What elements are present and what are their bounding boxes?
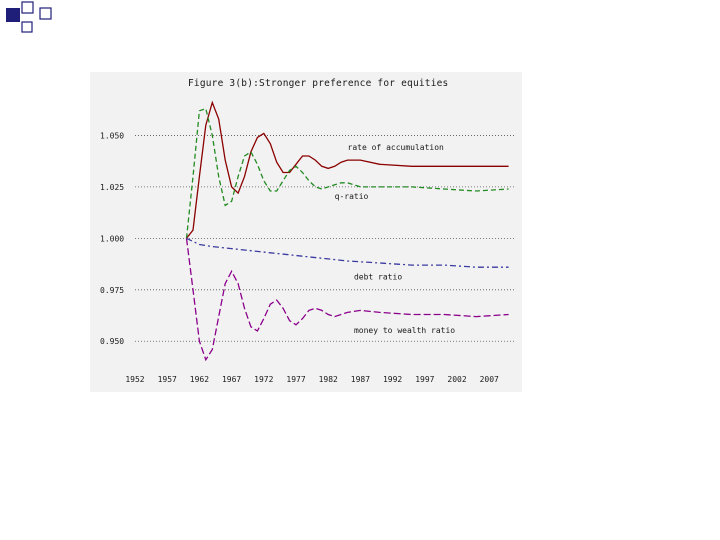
x-tick-label-9: 1997 (415, 375, 434, 384)
x-tick-label-6: 1982 (319, 375, 338, 384)
y-tick-label-1: 1.025 (100, 183, 124, 192)
chart-title: Figure 3(b):Stronger preference for equi… (188, 78, 449, 89)
x-tick-label-10: 2002 (447, 375, 466, 384)
chart-panel: 1.050 1.025 1.000 0.975 0.950 1952 1957 1962 196… (90, 72, 522, 392)
x-tick-label-1: 1957 (158, 375, 177, 384)
series-label-3: money to wealth ratio (354, 326, 455, 335)
series-line-3 (185, 238, 509, 362)
chart-plot: 1.050 1.025 1.000 0.975 0.950 1952 1957 1962 196… (100, 100, 515, 384)
series-label-2: debt ratio (354, 273, 402, 282)
series-label-0: rate of accumulation (348, 143, 445, 152)
y-tick-label-0: 1.050 (100, 131, 124, 140)
x-tick-label-7: 1987 (351, 375, 370, 384)
x-tick-label-4: 1972 (254, 375, 273, 384)
y-tick-label-4: 0.950 (100, 337, 124, 346)
x-tick-label-2: 1962 (190, 375, 209, 384)
y-tick-label-2: 1.000 (100, 234, 124, 243)
corner-square-light-1 (21, 1, 34, 14)
corner-square-dark-1 (6, 8, 20, 22)
corner-square-light-2 (21, 21, 33, 33)
y-tick-label-3: 0.975 (100, 286, 124, 295)
x-tick-label-11: 2007 (480, 375, 499, 384)
x-tick-label-5: 1977 (286, 375, 305, 384)
corner-square-light-3 (39, 7, 52, 20)
slide-corner-decoration (6, 1, 52, 33)
x-tick-label-0: 1952 (125, 375, 144, 384)
series-line-1 (185, 107, 509, 239)
series-line-0 (185, 100, 509, 239)
x-tick-label-8: 1992 (383, 375, 402, 384)
series-label-1: q-ratio (335, 192, 369, 201)
series-line-2 (186, 237, 509, 268)
x-tick-label-3: 1967 (222, 375, 241, 384)
